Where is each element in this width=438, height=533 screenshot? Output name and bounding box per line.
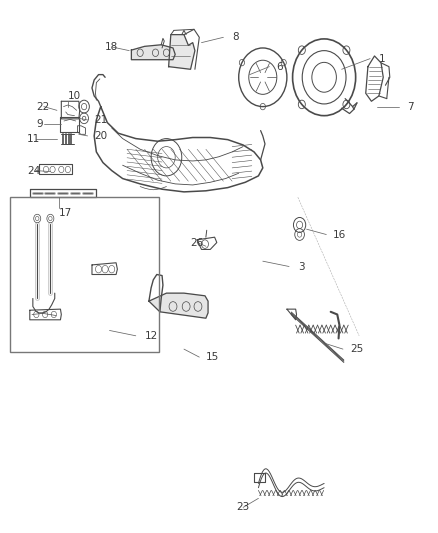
Polygon shape [131,45,175,60]
Text: 20: 20 [94,131,107,141]
Text: 22: 22 [36,102,49,111]
Bar [10,197,159,352]
Text: 17: 17 [59,208,72,218]
Text: 8: 8 [232,33,239,42]
Text: 25: 25 [350,344,364,354]
Text: 12: 12 [145,331,158,341]
Text: 11: 11 [27,134,40,143]
Text: 26: 26 [191,238,204,247]
Text: 1: 1 [379,54,385,63]
Text: 3: 3 [298,262,304,271]
Polygon shape [149,293,208,318]
Text: 6: 6 [276,62,283,71]
Text: 16: 16 [333,230,346,239]
Text: 9: 9 [36,119,42,128]
Text: 7: 7 [407,102,414,111]
Text: 18: 18 [105,42,118,52]
Text: 10: 10 [68,91,81,101]
Text: 23: 23 [237,503,250,512]
Text: 21: 21 [94,115,107,125]
Text: 24: 24 [27,166,40,175]
Text: 15: 15 [206,352,219,362]
Polygon shape [169,35,195,69]
